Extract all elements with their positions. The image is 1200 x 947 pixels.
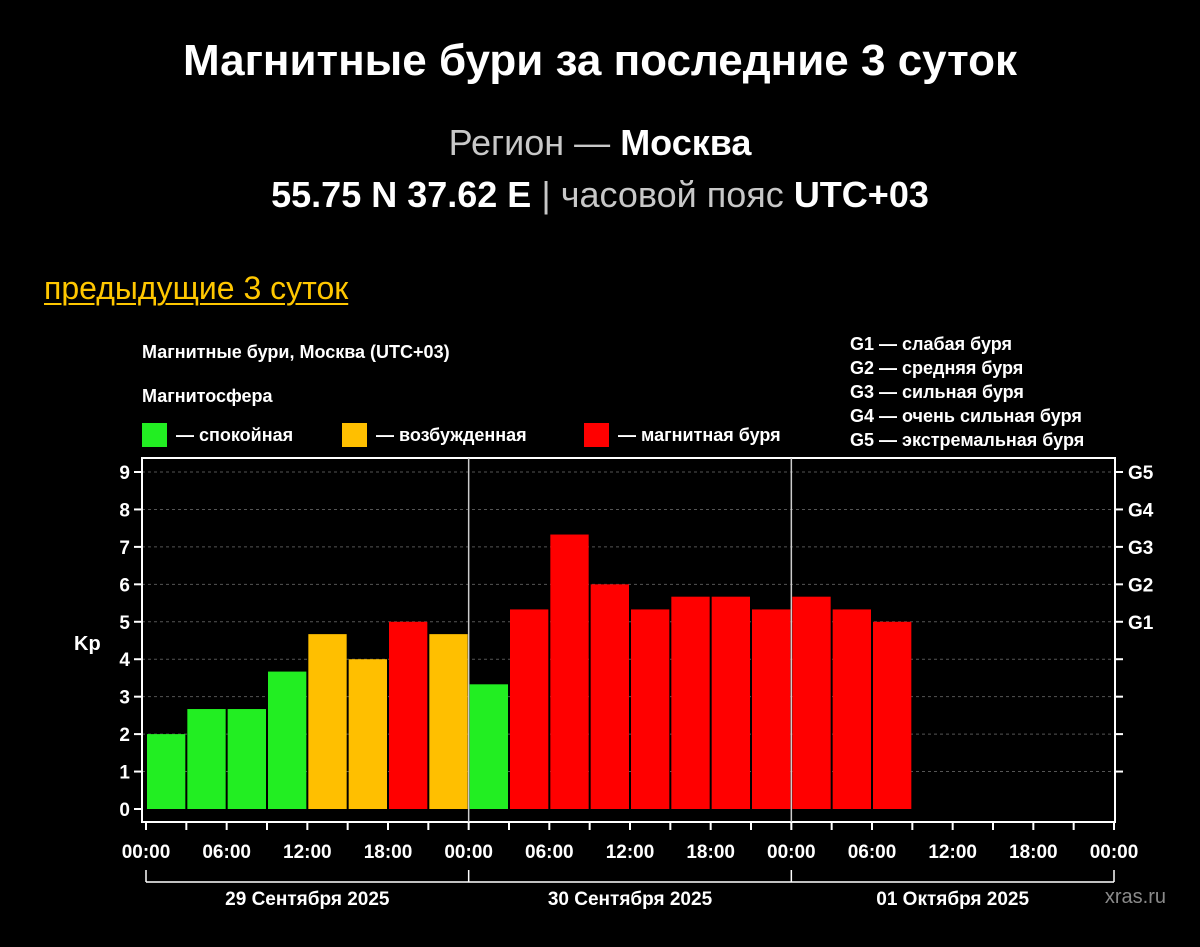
g-scale-item-g5: G5 — экстремальная буря (850, 430, 1084, 450)
kp-bar (308, 634, 347, 809)
x-tick-label: 00:00 (444, 842, 493, 863)
legend-swatch-storm (584, 423, 609, 447)
g-scale-tick-label: G4 (1128, 500, 1154, 521)
x-tick-label: 12:00 (283, 842, 332, 863)
g-scale-item-g1: G1 — слабая буря (850, 334, 1012, 354)
kp-bar (631, 609, 670, 809)
kp-bar (550, 534, 589, 809)
page-title: Магнитные бури за последние 3 суток (182, 36, 1018, 85)
legend-label-quiet: — спокойная (176, 425, 293, 445)
timezone-label: часовой пояс (560, 174, 784, 215)
coords-line: 55.75 N 37.62 E | часовой пояс UTC+03 (0, 174, 1200, 216)
legend-label-storm: — магнитная буря (618, 425, 781, 445)
kp-bar (711, 596, 750, 809)
legend-swatch-quiet (142, 423, 167, 447)
legend-label-active: — возбужденная (376, 425, 527, 445)
g-scale-item-g3: G3 — сильная буря (850, 382, 1024, 402)
x-tick-label: 18:00 (364, 842, 413, 863)
y-tick-label: 8 (119, 500, 130, 521)
g-scale-tick-label: G3 (1128, 538, 1153, 559)
g-scale-tick-label: G1 (1128, 613, 1154, 634)
x-tick-label: 00:00 (767, 842, 816, 863)
y-tick-label: 2 (119, 725, 130, 746)
y-tick-label: 4 (119, 650, 130, 671)
kp-bar (873, 621, 912, 809)
kp-bar (469, 684, 508, 809)
x-tick-label: 00:00 (1090, 842, 1139, 863)
y-tick-label: 9 (119, 463, 130, 484)
y-tick-label: 0 (119, 800, 130, 821)
day-label: 30 Сентября 2025 (548, 889, 713, 910)
x-tick-label: 12:00 (606, 842, 655, 863)
legend-section-label: Магнитосфера (142, 386, 274, 406)
region-name: Москва (620, 122, 752, 163)
kp-bar (187, 709, 226, 809)
y-tick-label: 6 (119, 575, 130, 596)
kp-bar (348, 659, 387, 809)
x-tick-label: 00:00 (122, 842, 171, 863)
separator: | (541, 174, 551, 215)
kp-bar (268, 671, 307, 809)
kp-bar (429, 634, 468, 809)
day-label: 29 Сентября 2025 (225, 889, 390, 910)
region-prefix: Регион — (448, 122, 611, 163)
previous-3-days-link[interactable]: предыдущие 3 суток (44, 270, 349, 306)
y-tick-label: 7 (119, 538, 130, 559)
site-watermark: xras.ru (1104, 886, 1166, 908)
kp-bar (147, 734, 186, 809)
x-tick-label: 18:00 (1009, 842, 1058, 863)
x-tick-label: 12:00 (928, 842, 977, 863)
kp-bar (510, 609, 549, 809)
y-axis-label: Kp (74, 633, 101, 655)
g-scale-item-g4: G4 — очень сильная буря (850, 406, 1082, 426)
chart-title: Магнитные бури, Москва (UTC+03) (142, 342, 450, 362)
y-tick-label: 1 (119, 763, 130, 784)
kp-bar (227, 709, 266, 809)
timezone-value: UTC+03 (793, 174, 929, 215)
y-tick-label: 3 (119, 688, 130, 709)
kp-bar (752, 609, 791, 809)
x-tick-label: 06:00 (525, 842, 574, 863)
kp-bar (671, 596, 710, 809)
legend: — спокойная — возбужденная — магнитная б… (142, 423, 781, 447)
kp-bar (389, 621, 428, 809)
coordinates: 55.75 N 37.62 E (271, 174, 532, 215)
g-scale-tick-label: G2 (1128, 575, 1153, 596)
y-tick-label: 5 (119, 613, 130, 634)
kp-bar (590, 584, 629, 809)
g-scale-legend: G1 — слабая буря G2 — средняя буря G3 — … (850, 334, 1084, 450)
g-scale-tick-label: G5 (1128, 463, 1154, 484)
day-label: 01 Октября 2025 (876, 889, 1029, 910)
g-scale-item-g2: G2 — средняя буря (850, 358, 1023, 378)
x-tick-label: 18:00 (686, 842, 735, 863)
x-tick-label: 06:00 (202, 842, 251, 863)
kp-bar (792, 596, 831, 809)
legend-swatch-active (342, 423, 367, 447)
x-tick-label: 06:00 (848, 842, 897, 863)
kp-bar (832, 609, 871, 809)
region-line: Регион — Москва (0, 122, 1200, 164)
plot-area: 0 1 2 3 4 5 6 7 8 9 G1 G2 G3 G4 G5 00:00 06:00 12:00 18:00… (119, 457, 1154, 910)
plot-frame (141, 457, 1116, 823)
